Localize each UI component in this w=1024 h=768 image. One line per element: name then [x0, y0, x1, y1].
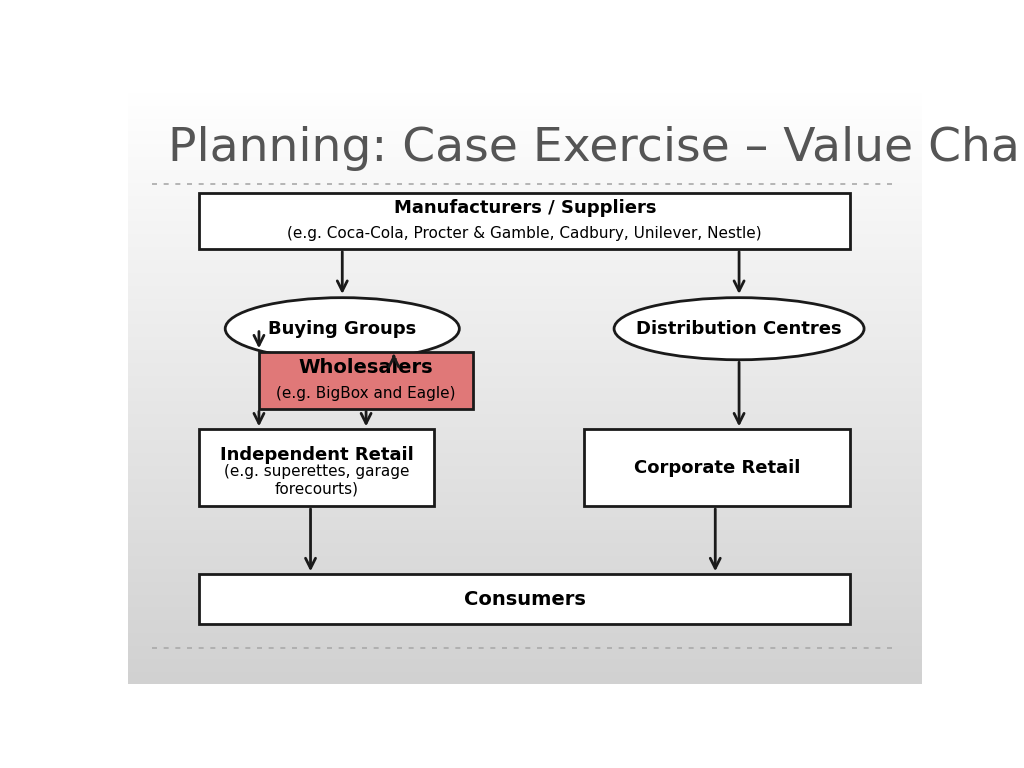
Ellipse shape: [225, 298, 460, 359]
Ellipse shape: [614, 298, 864, 359]
Text: Independent Retail: Independent Retail: [219, 445, 414, 464]
FancyBboxPatch shape: [200, 574, 850, 624]
Text: Consumers: Consumers: [464, 590, 586, 609]
Text: (e.g. Coca-Cola, Procter & Gamble, Cadbury, Unilever, Nestle): (e.g. Coca-Cola, Procter & Gamble, Cadbu…: [288, 227, 762, 241]
Text: Manufacturers / Suppliers: Manufacturers / Suppliers: [393, 199, 656, 217]
FancyBboxPatch shape: [200, 429, 433, 506]
Text: (e.g. BigBox and Eagle): (e.g. BigBox and Eagle): [276, 386, 456, 401]
Text: Distribution Centres: Distribution Centres: [636, 319, 842, 338]
Text: Wholesalers: Wholesalers: [299, 358, 433, 377]
Text: Planning: Case Exercise – Value Chain: Planning: Case Exercise – Value Chain: [168, 126, 1024, 170]
Text: Buying Groups: Buying Groups: [268, 319, 417, 338]
Text: (e.g. superettes, garage
forecourts): (e.g. superettes, garage forecourts): [223, 465, 410, 497]
Text: Corporate Retail: Corporate Retail: [634, 458, 801, 477]
FancyBboxPatch shape: [200, 193, 850, 249]
FancyBboxPatch shape: [259, 353, 473, 409]
FancyBboxPatch shape: [585, 429, 850, 506]
